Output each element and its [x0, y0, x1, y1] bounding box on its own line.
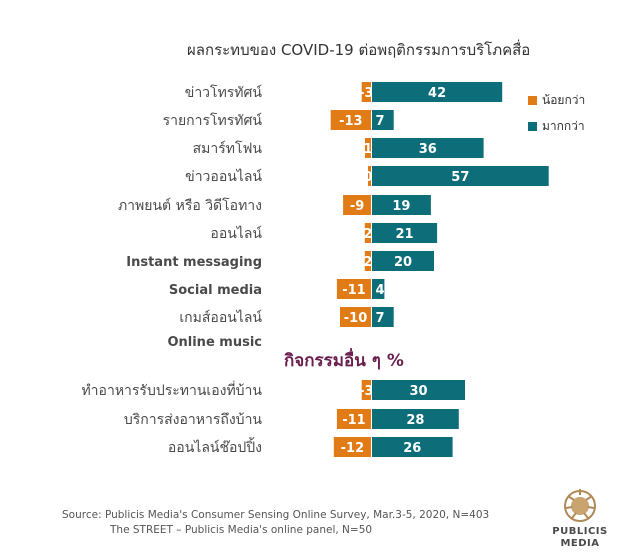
media-decrease-label: -13 — [339, 114, 363, 129]
activity-decrease-label: -11 — [342, 413, 366, 428]
media-category-label: ออนไลน์ — [210, 225, 262, 242]
source-note: Source: Publicis Media's Consumer Sensin… — [62, 508, 489, 538]
activity-category-label: บริการส่งอาหารถึงบ้าน — [124, 412, 263, 428]
media-category-label: ข่าวโทรทัศน์ — [185, 84, 263, 101]
media-increase-label: 7 — [375, 114, 384, 129]
legend-label-increase: มากกว่า — [542, 119, 585, 133]
media-decrease-label: -3 — [359, 86, 373, 101]
media-consumption-chart: ผลกระทบของ COVID-19 ต่อพฤติกรรมการบริโภค… — [81, 39, 585, 457]
activity-increase-label: 28 — [406, 413, 424, 428]
activity-increase-label: 26 — [403, 441, 421, 456]
media-decrease-bar — [343, 195, 371, 215]
media-increase-label: 57 — [451, 170, 469, 185]
media-category-label: รายการโทรทัศน์ — [163, 112, 263, 129]
media-decrease-bar — [365, 138, 371, 158]
media-increase-label: 21 — [396, 227, 414, 242]
activity-increase-bar — [372, 380, 465, 400]
activity-decrease-bar — [336, 409, 371, 429]
media-decrease-bar — [330, 110, 371, 130]
media-decrease-bar — [364, 223, 371, 243]
media-increase-bar — [372, 82, 503, 102]
legend-label-decrease: น้อยกว่า — [542, 93, 585, 107]
media-category-label: Online music — [167, 335, 262, 350]
section-title: กิจกรรมอื่น ๆ % — [284, 348, 404, 371]
legend-swatch-increase — [528, 122, 537, 131]
media-increase-label: 36 — [419, 142, 437, 157]
activity-category-label: ออนไลน์ช๊อปปิ้ง — [168, 437, 262, 456]
source-line-1: Source: Publicis Media's Consumer Sensin… — [62, 509, 490, 521]
lion-emblem-icon — [564, 489, 596, 522]
media-decrease-bar — [364, 251, 371, 271]
media-decrease-label: 0 — [363, 170, 372, 185]
media-increase-label: 7 — [375, 311, 384, 326]
activity-increase-bar — [372, 409, 459, 429]
activity-decrease-label: -3 — [359, 384, 373, 399]
media-decrease-label: -9 — [350, 199, 364, 214]
legend-swatch-decrease — [528, 96, 537, 105]
media-increase-bar — [372, 251, 434, 271]
activity-decrease-bar — [333, 437, 371, 457]
media-increase-label: 19 — [392, 199, 410, 214]
media-decrease-label: 1 — [363, 142, 372, 157]
activity-increase-bar — [372, 437, 453, 457]
source-line-2: The STREET – Publicis Media's online pan… — [110, 524, 373, 536]
media-decrease-label: 2 — [363, 227, 372, 242]
publicis-media-logo: PUBLICIS MEDIA — [548, 486, 612, 550]
media-category-label: สมาร์ทโฟน — [193, 140, 263, 157]
media-category-label: ข่าวออนไลน์ — [185, 168, 262, 185]
media-increase-bar — [372, 110, 394, 130]
media-increase-bar — [372, 166, 549, 186]
activity-decrease-label: -12 — [341, 441, 365, 456]
media-category-label: Social media — [169, 283, 262, 298]
media-category-label: ภาพยนต์ หรือ วิดีโอทาง — [118, 197, 262, 214]
media-decrease-label: -10 — [344, 311, 368, 326]
media-increase-bar — [372, 195, 431, 215]
media-increase-bar — [372, 307, 394, 327]
media-decrease-bar — [361, 82, 371, 102]
media-category-label: เกมส์ออนไลน์ — [179, 309, 262, 326]
media-increase-bar — [372, 279, 385, 299]
activity-category-label: ทำอาหารรับประทานเองที่บ้าน — [81, 381, 262, 399]
activity-decrease-bar — [361, 380, 371, 400]
media-decrease-bar — [340, 307, 371, 327]
media-increase-bar — [372, 223, 438, 243]
media-category-label: Instant messaging — [126, 255, 262, 270]
media-increase-bar — [372, 138, 484, 158]
media-decrease-label: 2 — [363, 255, 372, 270]
logo-text-1: PUBLICIS — [552, 526, 608, 537]
media-increase-label: 42 — [428, 86, 446, 101]
media-decrease-bar — [336, 279, 371, 299]
media-increase-label: 4 — [375, 283, 384, 298]
chart-title: ผลกระทบของ COVID-19 ต่อพฤติกรรมการบริโภค… — [187, 39, 530, 59]
media-increase-label: 20 — [394, 255, 412, 270]
media-decrease-bar — [368, 166, 371, 186]
logo-text-2: MEDIA — [560, 538, 600, 549]
activity-increase-label: 30 — [409, 384, 427, 399]
media-decrease-label: -11 — [342, 283, 366, 298]
